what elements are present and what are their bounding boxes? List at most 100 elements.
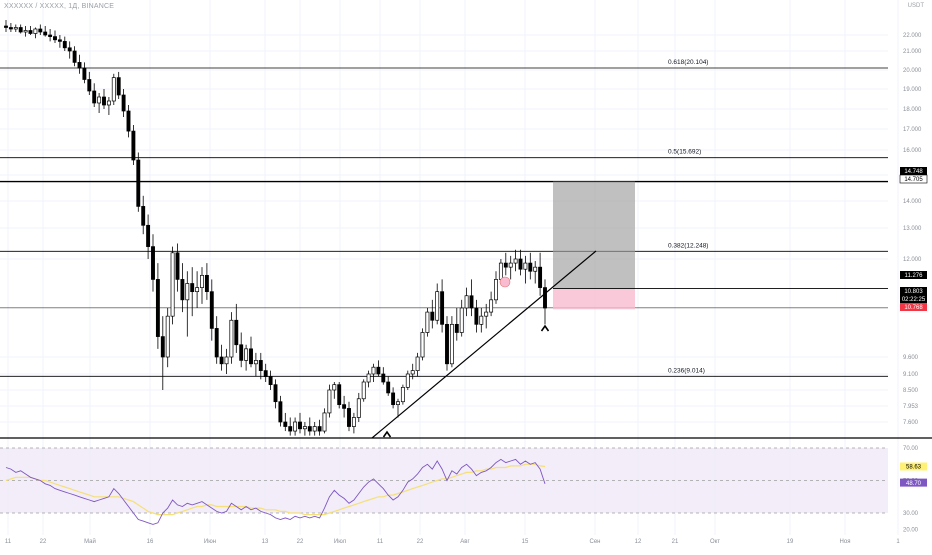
candle-body [347,408,351,427]
candle-body [195,287,200,293]
candle-body [400,386,405,403]
candle-body [425,311,430,333]
trendline-layer[interactable] [371,250,597,439]
candle [170,246,175,325]
candle-body [371,366,376,375]
candle-body [97,96,102,104]
fib-level-label: 0.5(15.692) [668,149,701,156]
price-tick-label: 19.000 [903,87,922,93]
candle [82,62,87,84]
candle-body [33,28,38,34]
candle [131,125,136,165]
candle-body [312,426,317,432]
candle [4,20,8,32]
price-badge-bg [899,174,928,184]
price-tick-label: 9.100 [903,372,919,378]
candle-body [116,77,121,96]
candle [146,214,151,259]
candle-body [170,252,175,317]
fib-layer[interactable]: 0.618(20.104) 0.5(15.692) 0.382(12.248) 0.2… [0,59,888,377]
candle [190,267,195,317]
position-tool[interactable] [553,181,888,310]
candle-body [396,401,400,405]
rsi-badge-text: 48.70 [906,481,922,487]
candle-body [18,27,23,33]
up-arrow-marker [382,430,392,438]
price-badge: 02:22:25 [900,295,927,303]
time-tick-label: Июн [204,539,216,545]
candle-body [131,130,136,161]
candle-body [298,421,302,430]
candle-body [121,94,126,112]
candle [224,348,229,374]
candle-body [376,366,381,375]
candle [185,271,190,337]
symbol-title: XXXXXX / XXXXX, 1Д, BINANCE [4,3,115,10]
candle [430,299,435,329]
candle [400,384,405,405]
price-badge-text: 14.748 [904,169,923,175]
candle [48,29,53,42]
candle [111,73,116,105]
time-tick-label: 22 [417,539,424,545]
candle-body [204,274,209,293]
candle [474,299,479,333]
candle-body [283,421,288,427]
candle-body [533,266,538,272]
candle-body [13,27,18,30]
candle [322,408,327,434]
candle [381,367,386,385]
axis-layer: 22.000 21.000 20.000 19.000 18.000 17.000 16.0… [5,33,922,545]
candle-body [126,110,131,132]
candle-body [479,315,484,325]
price-tick-label: 18.000 [903,107,922,113]
candle [415,352,420,377]
time-tick-label: 16 [147,539,154,545]
time-tick-label: 22 [297,539,304,545]
candle-body [268,376,273,386]
price-badge-bg [900,295,927,303]
position-stop-zone [553,288,635,310]
candle [155,263,160,349]
candle-body [141,206,146,226]
candle [327,384,332,418]
price-tick-label: 13.000 [903,226,922,232]
candle-body [209,291,214,329]
time-tick-label: Окт [710,539,720,545]
position-target-zone [553,181,635,289]
price-badge-text: 02:22:25 [902,297,926,303]
candle-body [190,283,195,293]
candle-body [62,41,67,49]
candle [136,152,141,212]
candle-body [351,417,356,427]
candle-body [494,279,498,301]
candle-body [239,344,244,361]
candle [494,271,498,304]
candle [420,328,425,361]
price-badge: 10.768 [900,303,927,311]
candle-body [381,373,386,383]
candle-body [440,291,445,325]
candle [435,283,440,325]
candle [200,267,204,304]
candle [151,234,155,292]
candle [165,308,170,368]
candle [219,344,224,371]
candle [479,308,484,333]
time-tick-label: Сен [590,539,601,545]
candle [440,279,445,333]
highlight-circle [499,276,511,288]
candle-body [219,356,224,365]
candle [62,36,67,51]
candle [445,316,449,371]
candle [298,412,302,434]
candle-body [28,30,33,34]
price-tick-label: 7.953 [903,404,919,410]
ascending-trendline [371,250,597,439]
candle [543,279,547,325]
candle [469,279,474,317]
candle-body [175,252,180,280]
candle-body [337,384,342,405]
candle-body [410,370,415,375]
